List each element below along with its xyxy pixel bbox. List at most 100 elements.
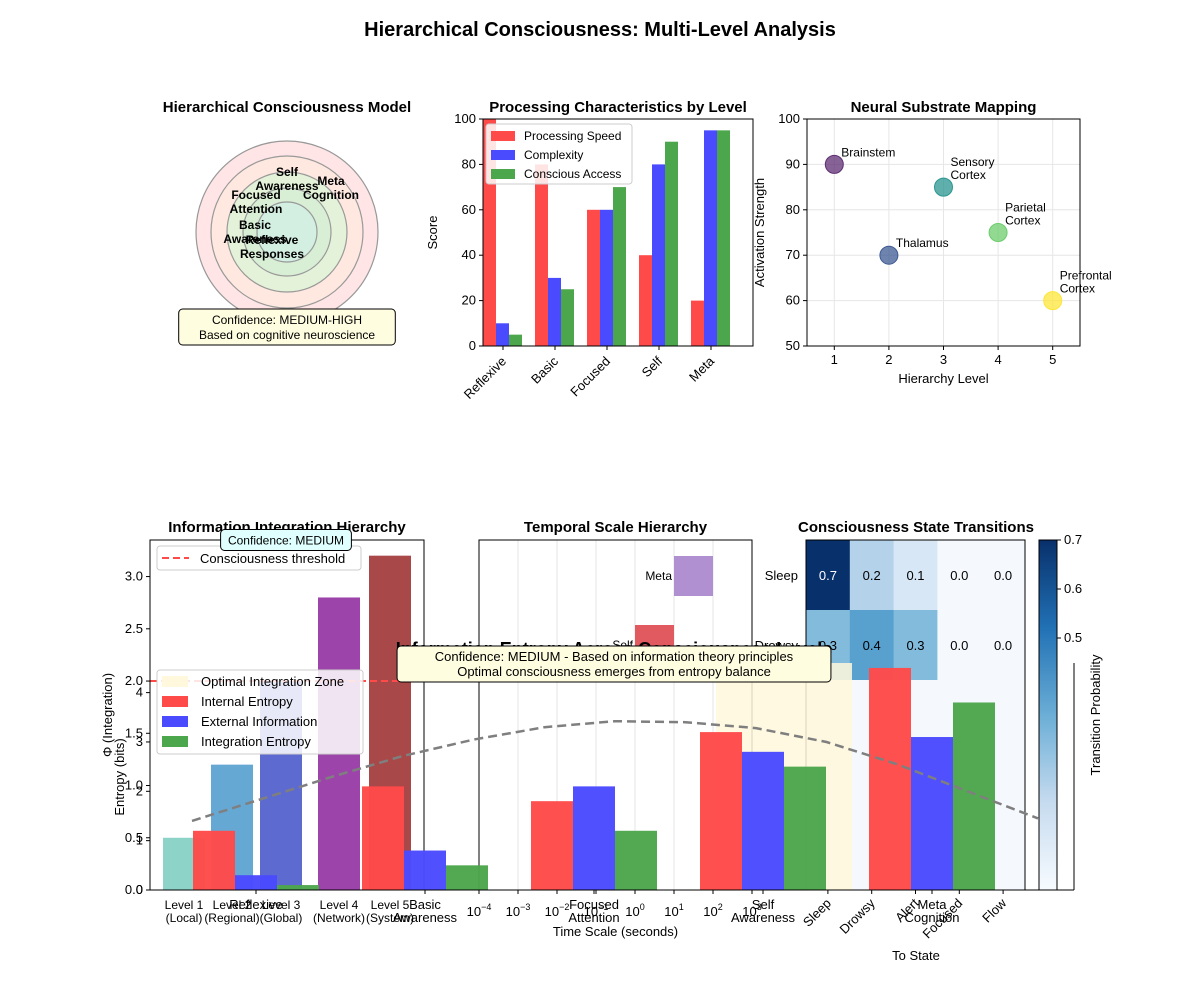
processing-bar [652,164,665,346]
neural-point-label: Cortex [1060,282,1095,296]
entropy-confidence-box [396,645,832,683]
processing-bar [600,209,613,346]
integration-y-tick-label: 1.5 [125,725,143,740]
transitions-cell [893,540,938,611]
entropy-bar [742,751,784,890]
entropy-bar [531,801,573,890]
entropy-x-label: Focused [569,897,619,912]
transitions-xlabel: To State [892,948,940,963]
model-label-self: Awareness [255,179,318,193]
neural-point [1043,291,1063,311]
transitions-cell [981,540,1026,611]
neural-x-tick-label: 1 [831,352,838,367]
neural-y-tick-label: 50 [786,338,800,353]
processing-y-tick-label: 60 [462,202,476,217]
processing-legend-swatch [491,169,515,179]
model-confidence: Based on cognitive neuroscience [199,328,375,342]
integration-x-label: Level 1 [165,898,204,912]
processing-ylabel: Score [425,216,440,250]
entropy-ylabel: Entropy (bits) [112,738,127,815]
processing-y-tick-label: 80 [462,156,476,171]
transitions-cell-value: 0.2 [863,568,881,583]
integration-y-tick-label: 0.5 [125,830,143,845]
entropy-legend-label: External Information [201,714,317,729]
neural-x-tick-label: 3 [940,352,947,367]
entropy-legend [156,669,364,755]
entropy-trend-line [191,719,1039,823]
processing-y-tick-label: 100 [454,111,476,126]
model-label-basic: Basic [239,218,271,232]
neural-x-tick-label: 2 [885,352,892,367]
processing-bar [639,255,652,346]
neural-point-label: Sensory [951,155,995,169]
entropy-legend-swatch [162,736,188,747]
temporal-x-tick-label: 102 [703,902,722,919]
neural-y-tick-label: 90 [786,156,800,171]
entropy-legend-swatch [162,716,188,727]
entropy-legend-label: Internal Entropy [201,694,293,709]
neural-y-tick-label: 80 [786,202,800,217]
integration-y-tick-label: 3.0 [125,569,143,584]
processing-bar [548,277,561,346]
integration-x-label: (Regional) [204,911,259,925]
entropy-bar [953,702,995,890]
integration-x-label: Level 2 [213,898,252,912]
model-label-focused: Attention [230,202,283,216]
integration-x-label: (Network) [313,911,365,925]
model-label-reflexive: Responses [240,247,304,261]
neural-point-label: Brainstem [841,145,895,159]
entropy-bar [362,786,404,890]
transitions-colorbar-tick-label: 0.5 [1064,630,1082,645]
model-label-basic: Awareness [223,232,286,246]
entropy-legend-label: Optimal Integration Zone [201,674,344,689]
transitions-cell-value: 0.3 [906,638,924,653]
transitions-cell-value: 0.1 [906,568,924,583]
entropy-bar [235,875,277,890]
neural-point-label: Cortex [951,168,986,182]
integration-x-label: (Global) [260,911,303,925]
entropy-bar [404,850,446,890]
model-confidence: Confidence: MEDIUM-HIGH [212,313,362,327]
transitions-title: Consciousness State Transitions [798,519,1034,536]
integration-x-label: Level 3 [262,898,301,912]
temporal-bar-label: Meta [645,569,672,583]
integration-x-label: Level 5 [371,898,410,912]
entropy-y-tick-label: 4 [136,685,143,700]
neural-point-label: Parietal [1005,201,1046,215]
entropy-x-label: Attention [568,910,619,925]
transitions-cell-value: 0.4 [863,638,881,653]
temporal-bar [674,556,713,596]
integration-x-label: (Local) [166,911,203,925]
processing-bar [691,300,704,346]
integration-y-tick-label: 2.0 [125,673,143,688]
entropy-y-tick-label: 0 [136,882,143,897]
model-label-reflexive: Reflexive [246,233,299,247]
model-confidence-box [178,308,396,346]
temporal-x-tick-label: 10−2 [545,902,570,919]
processing-bar [704,130,717,346]
neural-point-label: Thalamus [896,236,949,250]
entropy-legend-swatch [162,696,188,707]
entropy-bar [573,786,615,890]
processing-y-tick-label: 20 [462,293,476,308]
neural-point [824,154,844,174]
neural-y-tick-label: 70 [786,247,800,262]
entropy-bar [700,732,742,890]
model-label-self: Self [276,165,299,179]
integration-y-tick-label: 2.5 [125,621,143,636]
entropy-bar [869,667,911,890]
neural-point-label: Prefrontal [1060,269,1112,283]
processing-legend-swatch [491,150,515,160]
entropy-bar [615,830,657,890]
processing-bar [535,164,548,346]
processing-legend-label: Complexity [524,148,583,162]
neural-y-tick-label: 100 [778,111,800,126]
neural-title: Neural Substrate Mapping [851,99,1037,116]
model-title: Hierarchical Consciousness Model [163,99,411,116]
entropy-legend-swatch [162,676,188,687]
transitions-row-label: Sleep [765,568,798,583]
entropy-y-tick-label: 3 [136,734,143,749]
figure-title: Hierarchical Consciousness: Multi-Level … [364,19,836,41]
transitions-cell [849,540,895,611]
